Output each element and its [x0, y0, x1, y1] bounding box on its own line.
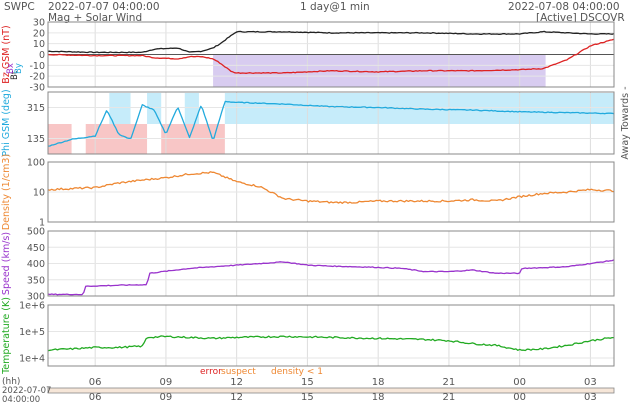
- status-density-label: density < 1: [271, 367, 323, 377]
- away-towards-label: Away Towards -: [620, 86, 631, 159]
- y-tick-label: 315: [27, 103, 45, 114]
- y-tick-label: 0: [39, 50, 45, 61]
- y-tick-label: 1: [39, 218, 45, 229]
- x-tick-label: 12: [230, 377, 243, 388]
- legend-by: By: [14, 63, 24, 74]
- phi-away-bg: [109, 93, 131, 124]
- y-tick-label: -30: [29, 83, 45, 94]
- frame-layer: [47, 21, 615, 394]
- y-tick-label: 135: [27, 134, 45, 145]
- y-tick-label: 100: [27, 158, 45, 169]
- y-tick-label: -10: [29, 61, 45, 72]
- panel-frame-temperature: [47, 304, 615, 367]
- x-tick-label: 15: [301, 377, 314, 388]
- x-tick-label-bottom: 21: [443, 392, 456, 403]
- y-tick-label: -20: [29, 72, 45, 83]
- hh-label: (hh): [2, 377, 20, 387]
- series-bt: [47, 30, 615, 54]
- x-tick-label: 00: [513, 377, 526, 388]
- subtitle-label: Mag + Solar Wind: [48, 12, 143, 24]
- panel-frame-mag: [47, 21, 615, 88]
- y-axis-label-temperature: Temperature (K): [1, 297, 12, 375]
- series-density: [47, 171, 615, 204]
- status-background-layer: [48, 55, 614, 154]
- y-tick-label: 10: [33, 39, 45, 50]
- y-tick-label: 500: [27, 227, 45, 238]
- series-temperature: [47, 335, 614, 352]
- data-layer: [47, 30, 615, 352]
- y-tick-label: 350: [27, 275, 45, 286]
- provider-label: SWPC: [4, 1, 35, 13]
- y-axis-label-speed: Speed (km/s): [1, 232, 12, 295]
- x-tick-label: 06: [89, 377, 102, 388]
- bottom-time-label: 04:00:00: [2, 395, 40, 404]
- x-tick-label: 09: [160, 377, 173, 388]
- series-bz: [47, 38, 615, 74]
- start-time-label: 2022-07-07 04:00:00: [48, 1, 160, 13]
- x-tick-label: 18: [372, 377, 385, 388]
- y-tick-label: 300: [27, 292, 45, 303]
- phi-away-bg: [184, 93, 199, 124]
- series-phi: [47, 100, 615, 147]
- x-tick-label-bottom: 15: [301, 392, 314, 403]
- mag-south-bg: [213, 55, 546, 87]
- x-tick-label-bottom: 12: [230, 392, 243, 403]
- source-label: [Active] DSCOVR: [536, 12, 625, 24]
- x-tick-label: 03: [584, 377, 597, 388]
- y-tick-label: 400: [27, 259, 45, 270]
- y-tick-label: 20: [33, 28, 45, 39]
- y-tick-label: 30: [33, 18, 45, 29]
- time-strip: [47, 387, 615, 394]
- y-tick-label: 1e+4: [19, 354, 45, 365]
- panel-frame-phi: [47, 91, 615, 155]
- panel-frame-speed: [47, 230, 615, 297]
- x-tick-label-bottom: 18: [372, 392, 385, 403]
- legend-bt: Bt: [10, 70, 20, 80]
- x-tick-label-bottom: 09: [160, 392, 173, 403]
- y-axis-label-density: Density (1/cm3): [1, 154, 12, 230]
- y-axis-label-phi: Phi GSM (deg): [1, 89, 12, 156]
- legend-bx: Bx: [6, 63, 16, 74]
- bottom-date-label: 2022-07-07: [2, 386, 51, 396]
- status-error-label: error: [200, 367, 222, 377]
- y-tick-label: 450: [27, 243, 45, 254]
- x-tick-label-bottom: 03: [584, 392, 597, 403]
- y-tick-label: 1e+6: [19, 301, 45, 312]
- y-tick-label: 1e+5: [19, 327, 45, 338]
- span-label: 1 day@1 min: [300, 1, 370, 13]
- y-tick-label: 10: [33, 188, 45, 199]
- x-tick-label-bottom: 00: [513, 392, 526, 403]
- series-speed: [47, 259, 615, 296]
- x-tick-label: 21: [443, 377, 456, 388]
- y-axis-label-mag: Bz GSM (nT): [1, 25, 12, 83]
- x-tick-label-bottom: 06: [89, 392, 102, 403]
- end-time-label: 2022-07-08 04:00:00: [508, 1, 620, 13]
- status-suspect-label: suspect: [221, 367, 256, 377]
- panel-frame-density: [47, 161, 615, 223]
